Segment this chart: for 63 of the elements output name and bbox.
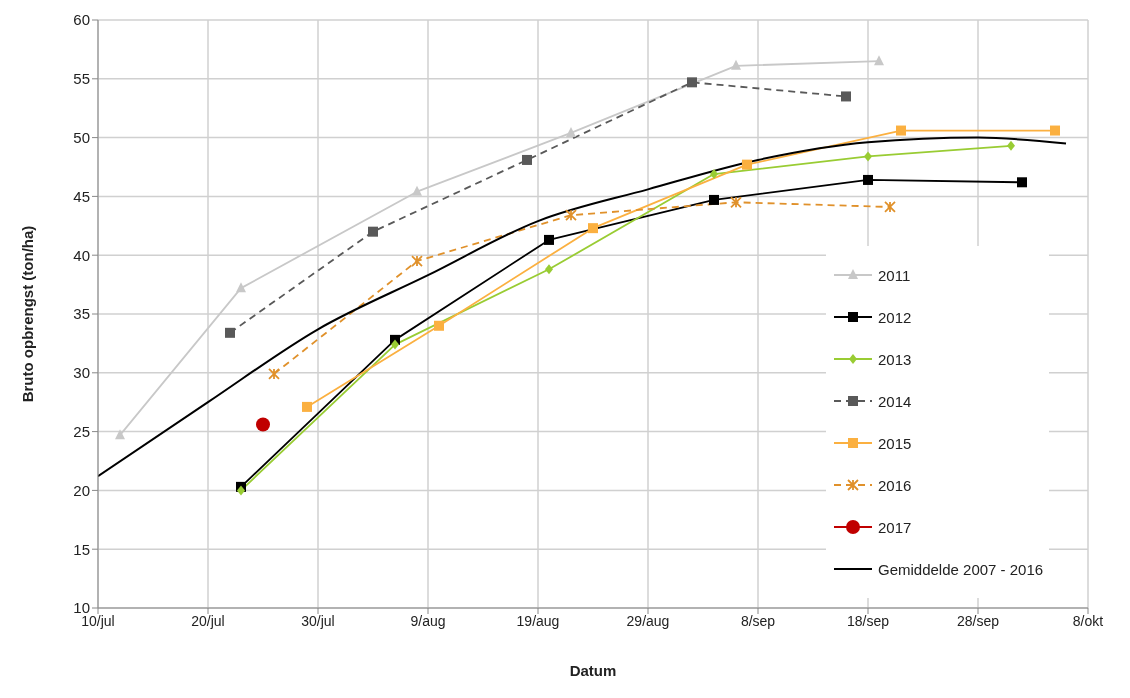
y-tick-label: 55 (73, 70, 90, 88)
legend-label: Gemiddelde 2007 - 2016 (878, 560, 1044, 578)
x-tick-label: 18/sep (846, 612, 890, 629)
point (687, 77, 697, 88)
point (710, 169, 718, 180)
point (884, 201, 896, 213)
point (522, 154, 532, 165)
legend-label: 2015 (878, 434, 912, 452)
point (368, 226, 378, 237)
point (1017, 177, 1027, 188)
point (896, 125, 906, 136)
x-tick-label: 8/okt (1072, 612, 1104, 629)
point (237, 485, 245, 496)
point (545, 264, 553, 275)
point (841, 91, 851, 102)
point (565, 209, 577, 222)
legend-label: 2011 (878, 266, 911, 284)
x-tick-label: 8/sep (740, 612, 776, 629)
point (566, 126, 576, 137)
y-tick-label: 15 (73, 540, 90, 558)
legend-label: 2014 (878, 392, 912, 410)
x-axis-title: Datum (569, 662, 617, 679)
point (730, 196, 742, 209)
point (115, 429, 125, 440)
point (412, 185, 422, 196)
point (236, 282, 246, 293)
y-tick-label: 50 (73, 128, 90, 146)
legend-label: 2013 (878, 350, 912, 368)
point (268, 368, 280, 380)
y-tick-label: 45 (73, 187, 90, 205)
y-tick-label: 30 (73, 364, 90, 382)
point (256, 417, 270, 432)
y-tick-label: 25 (73, 422, 90, 440)
point (434, 320, 444, 331)
point (863, 174, 873, 185)
legend-label: 2017 (878, 518, 912, 536)
point (1007, 140, 1015, 151)
point (731, 59, 741, 70)
point (1050, 125, 1060, 136)
y-tick-label: 20 (73, 481, 90, 499)
y-tick-label: 40 (73, 246, 90, 264)
legend-label: 2012 (878, 308, 912, 326)
point (225, 327, 235, 338)
point (874, 55, 884, 66)
x-tick-label: 20/jul (191, 612, 225, 629)
x-tick-label: 30/jul (301, 612, 335, 629)
y-axis-title: Bruto opbrengst (ton/ha) (19, 225, 37, 403)
point (391, 339, 399, 350)
legend-label: 2016 (878, 476, 912, 494)
point (709, 194, 719, 205)
x-tick-label: 29/aug (626, 612, 670, 629)
y-tick-label: 60 (73, 11, 90, 29)
point (411, 255, 423, 267)
line-series (98, 136, 1067, 478)
point (742, 159, 752, 170)
x-tick-label: 9/aug (410, 612, 446, 629)
point (302, 401, 312, 412)
point (588, 223, 598, 234)
point (544, 234, 554, 245)
point (864, 151, 872, 162)
y-tick-label: 35 (73, 305, 90, 323)
x-tick-label: 19/aug (516, 612, 560, 629)
x-tick-label: 28/sep (956, 612, 1000, 629)
